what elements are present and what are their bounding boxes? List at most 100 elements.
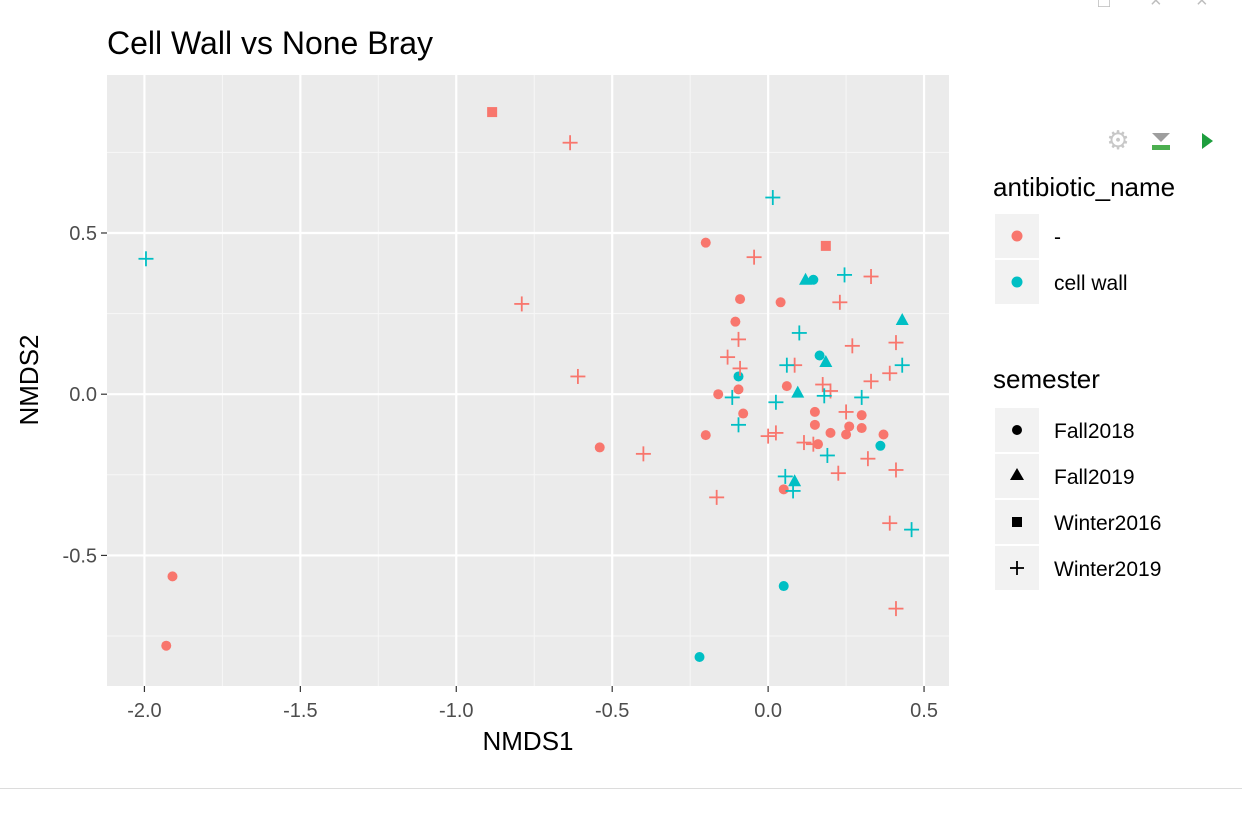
data-point-fall2018 xyxy=(778,484,789,495)
data-point-winter2019 xyxy=(635,446,651,462)
x-tick-label: -0.5 xyxy=(595,700,629,722)
x-tick-label: 0.0 xyxy=(754,700,782,722)
legend-key-fall2019 xyxy=(1010,468,1024,480)
major-gridlines xyxy=(107,75,949,686)
data-point-fall2019 xyxy=(791,385,805,398)
data-point-fall2018 xyxy=(733,384,744,395)
y-tick-label: 0.5 xyxy=(69,223,97,245)
data-point-winter2019 xyxy=(904,522,920,538)
data-point-winter2019 xyxy=(888,601,904,617)
legend-label-fall2018: Fall2018 xyxy=(1054,420,1135,443)
data-point-fall2018 xyxy=(844,421,855,432)
run-icon[interactable] xyxy=(1196,130,1218,152)
data-point-winter2019 xyxy=(888,462,904,478)
minor-gridlines xyxy=(107,75,949,686)
gear-icon[interactable]: ⚙ xyxy=(1106,125,1130,155)
data-points xyxy=(138,107,920,662)
data-point-winter2019 xyxy=(760,428,776,444)
data-point-winter2019 xyxy=(777,468,793,484)
data-point-winter2019 xyxy=(815,377,831,393)
legend-label-fall2019: Fall2019 xyxy=(1054,466,1135,489)
data-point-winter2019 xyxy=(709,489,725,505)
data-point-winter2019 xyxy=(138,251,154,267)
data-point-winter2019 xyxy=(731,417,746,433)
data-point-winter2019 xyxy=(791,325,807,341)
data-point-winter2019 xyxy=(562,135,578,151)
data-point-fall2018 xyxy=(730,316,741,327)
data-point-fall2018 xyxy=(161,640,172,651)
legend-title-antibiotic: antibiotic_name xyxy=(993,172,1175,202)
chunk-toolbar: ⚙ xyxy=(1100,126,1230,156)
legend-label-none: - xyxy=(1054,226,1061,249)
y-tick-label: -0.5 xyxy=(63,545,97,567)
data-point-fall2018 xyxy=(875,440,886,451)
legend-label-winter2019: Winter2019 xyxy=(1054,558,1161,581)
clear-output-icon[interactable] xyxy=(1150,130,1172,152)
data-point-winter2019 xyxy=(732,360,748,376)
chart-title: Cell Wall vs None Bray xyxy=(107,25,433,61)
data-point-fall2018 xyxy=(878,429,889,440)
data-point-winter2019 xyxy=(816,388,832,404)
window-close-icon[interactable]: × xyxy=(1196,0,1208,12)
data-point-winter2019 xyxy=(805,436,821,452)
data-point-fall2018 xyxy=(809,406,820,417)
y-tick-label: 0.0 xyxy=(69,384,97,406)
data-point-fall2018 xyxy=(735,294,746,305)
data-point-winter2019 xyxy=(838,404,854,420)
x-tick-label: 0.5 xyxy=(910,700,938,722)
data-point-winter2019 xyxy=(882,515,898,531)
data-point-winter2019 xyxy=(863,269,879,285)
data-point-winter2019 xyxy=(860,451,876,467)
data-point-fall2018 xyxy=(713,389,724,400)
output-divider xyxy=(0,788,1242,789)
data-point-fall2018 xyxy=(856,423,867,434)
legend-key-none xyxy=(1011,230,1023,242)
data-point-winter2016 xyxy=(820,240,831,251)
window-minimize-icon[interactable]: × xyxy=(1150,0,1162,12)
data-point-fall2018 xyxy=(856,410,867,421)
data-point-fall2019 xyxy=(788,474,802,487)
data-point-fall2018 xyxy=(781,381,792,392)
data-point-fall2019 xyxy=(799,272,813,285)
data-point-winter2019 xyxy=(746,249,762,265)
x-tick-label: -1.0 xyxy=(439,700,473,722)
data-point-winter2019 xyxy=(785,483,801,499)
legend-label-winter2016: Winter2016 xyxy=(1054,512,1161,535)
window-restore-icon[interactable]: □ xyxy=(1098,0,1111,12)
legend-title-semester: semester xyxy=(993,364,1100,394)
data-point-fall2018 xyxy=(700,237,711,248)
data-point-fall2018 xyxy=(167,571,178,582)
data-point-winter2019 xyxy=(819,447,835,463)
data-point-winter2019 xyxy=(830,465,846,481)
data-point-fall2018 xyxy=(775,297,786,308)
data-point-winter2019 xyxy=(768,394,784,410)
data-point-fall2018 xyxy=(814,350,825,361)
legend-key-winter2019 xyxy=(1010,561,1024,575)
data-point-fall2018 xyxy=(733,371,744,382)
x-tick-label: -2.0 xyxy=(127,700,161,722)
data-point-winter2019 xyxy=(894,357,910,373)
legend-label-cell-wall: cell wall xyxy=(1054,272,1128,295)
data-point-winter2019 xyxy=(832,294,848,310)
data-point-fall2018 xyxy=(694,651,705,662)
data-point-fall2018 xyxy=(778,581,789,592)
data-point-winter2019 xyxy=(837,267,853,283)
data-point-winter2019 xyxy=(854,389,870,405)
data-point-winter2019 xyxy=(570,368,586,384)
data-point-fall2018 xyxy=(594,442,605,453)
y-axis-ticks: -0.5 0.0 0.5 xyxy=(63,223,107,567)
data-point-winter2019 xyxy=(724,389,740,405)
scatter-chart: Cell Wall vs None Bray -2.0 -1.5 -1.0 -0.5 0… xyxy=(14,25,1175,756)
data-point-fall2019 xyxy=(895,313,909,326)
data-point-fall2018 xyxy=(825,427,836,438)
x-tick-label: -1.5 xyxy=(283,700,317,722)
data-point-winter2019 xyxy=(888,335,904,351)
legend-key-winter2016 xyxy=(1012,517,1022,527)
data-point-fall2018 xyxy=(808,274,819,285)
data-point-winter2016 xyxy=(487,107,498,118)
data-point-fall2018 xyxy=(700,430,711,441)
data-point-winter2019 xyxy=(514,296,530,312)
plot-panel xyxy=(107,75,949,686)
data-point-winter2019 xyxy=(796,435,812,451)
data-point-fall2018 xyxy=(809,419,820,430)
